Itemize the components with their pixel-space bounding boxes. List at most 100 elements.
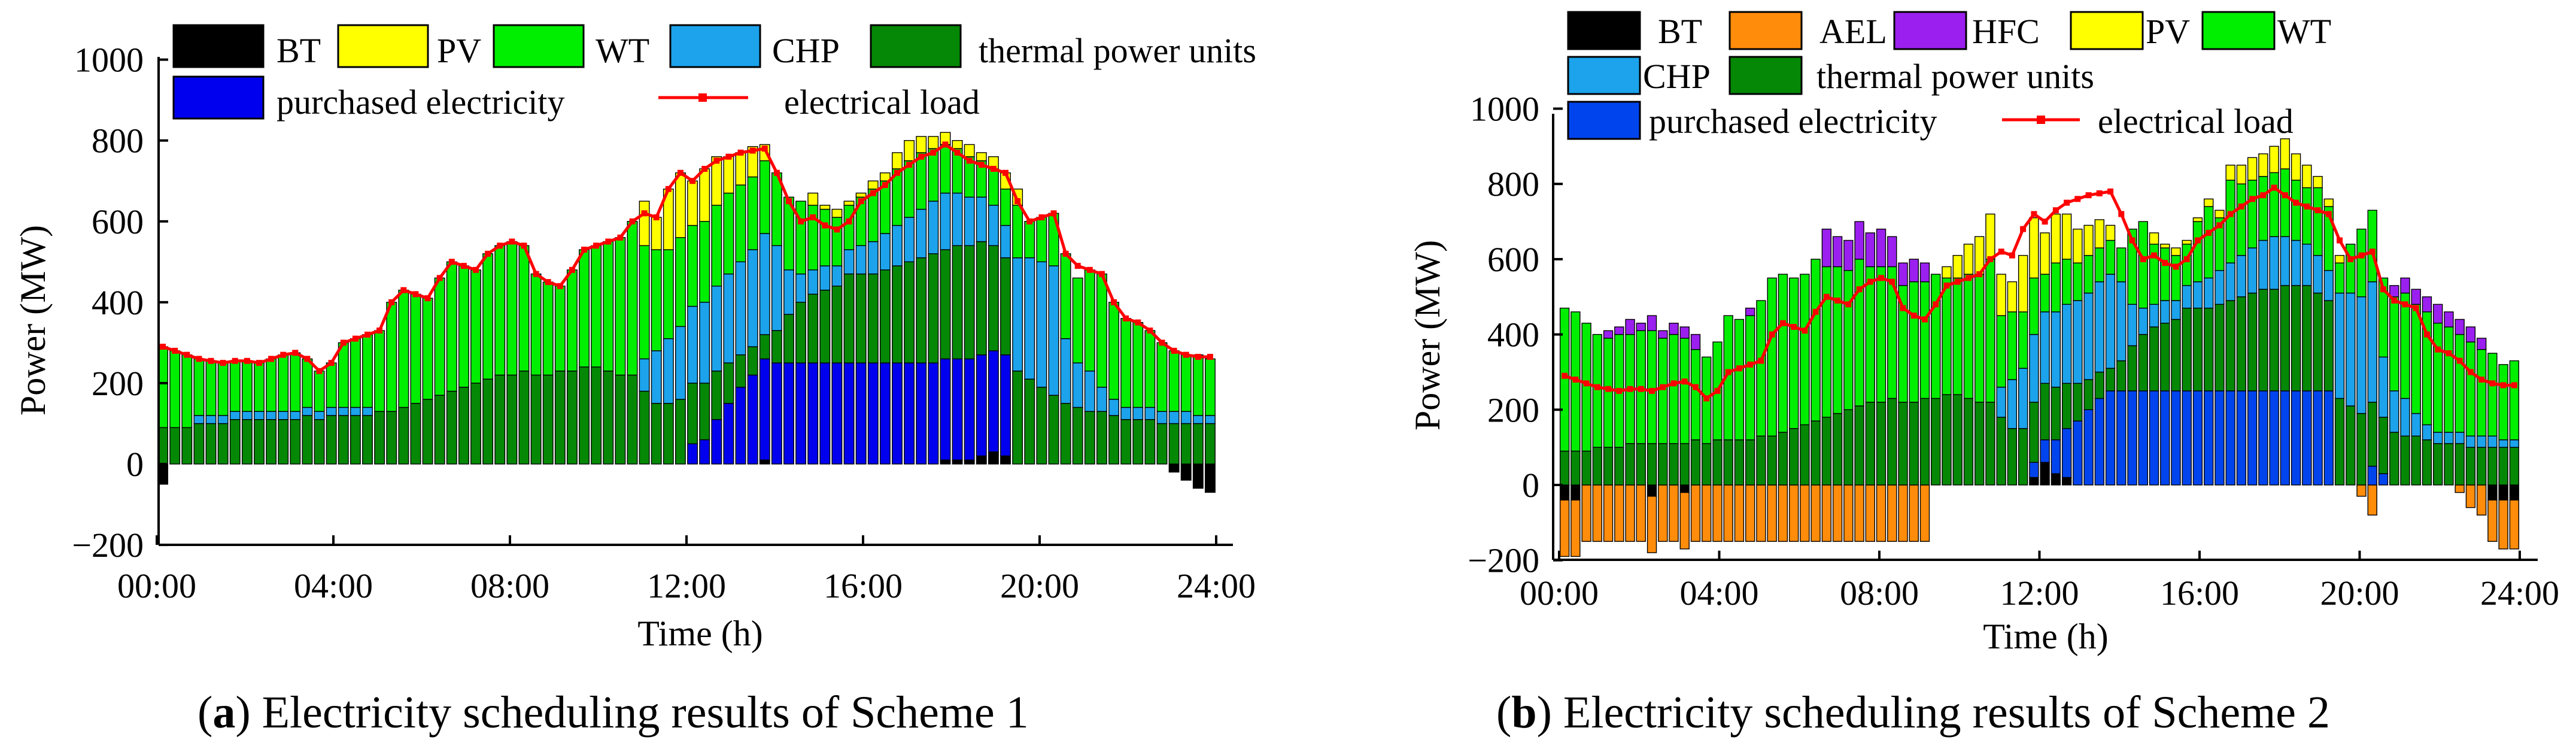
bar-wt — [2160, 247, 2170, 301]
bar-chp — [2356, 296, 2367, 414]
bar-wt — [2061, 259, 2072, 305]
bar-thermal-power-units — [1000, 257, 1011, 356]
chart-a-load-points — [160, 141, 1213, 374]
bar-bt — [2040, 462, 2050, 486]
legend-label: CHP — [1643, 57, 1711, 96]
bar-hfc — [2389, 285, 2399, 298]
legend-label: PV — [2146, 12, 2190, 51]
bar-bt — [2509, 484, 2520, 501]
legend-label: purchased electricity — [1649, 102, 1937, 141]
bar-thermal-power-units — [2334, 398, 2345, 486]
bar-purchased-electricity — [843, 362, 855, 465]
bar-thermal-power-units — [1909, 402, 1919, 486]
bar-wt — [2509, 360, 2520, 441]
bar-thermal-power-units — [1854, 405, 1864, 486]
bar-chp — [831, 265, 843, 287]
bar-ael — [1702, 484, 1712, 542]
bar-chp — [759, 233, 770, 335]
bar-wt — [603, 241, 614, 372]
bar-wt — [506, 241, 518, 376]
bar-wt — [2007, 311, 2018, 380]
bar-chp — [2411, 413, 2421, 437]
y-tick-label: 200 — [92, 364, 144, 403]
bar-thermal-power-units — [819, 289, 831, 363]
y-tick-label: 0 — [1522, 466, 1539, 505]
legend-label: purchased electricity — [277, 83, 564, 122]
caption-b-label: b — [1511, 687, 1536, 738]
bar-thermal-power-units — [494, 374, 506, 465]
bar-thermal-power-units — [482, 378, 494, 465]
bar-wt — [1120, 318, 1132, 408]
legend-item-pv: PV — [2070, 11, 2190, 51]
bar-purchased-electricity — [2138, 390, 2148, 486]
bar-wt — [2476, 349, 2487, 436]
y-tick-label: 400 — [1487, 316, 1539, 354]
bar-wt — [410, 293, 421, 404]
bar-thermal-power-units — [964, 245, 975, 360]
load-point — [1038, 214, 1045, 220]
bar-wt — [988, 168, 999, 206]
bar-wt — [2029, 277, 2039, 335]
bar-thermal-power-units — [2073, 383, 2083, 421]
load-point — [1074, 263, 1081, 269]
bar-thermal-power-units — [2378, 417, 2389, 474]
bar-thermal-power-units — [434, 395, 445, 465]
bar-chp — [2498, 439, 2508, 448]
bar-thermal-power-units — [807, 293, 819, 363]
x-tick-label: 20:00 — [1000, 566, 1079, 605]
load-point — [822, 222, 828, 229]
load-point — [2085, 192, 2092, 199]
bar-thermal-power-units — [229, 419, 241, 465]
bar-thermal-power-units — [193, 423, 205, 465]
bar-ael — [1865, 484, 1875, 542]
load-point — [846, 218, 852, 225]
bar-chp — [964, 196, 975, 246]
bar-chp — [1996, 386, 2006, 418]
bar-chp — [2400, 398, 2410, 437]
load-point — [1954, 278, 1961, 285]
bar-thermal-power-units — [723, 362, 734, 404]
bar-pv — [892, 152, 903, 169]
bar-hfc — [2455, 319, 2465, 335]
bar-chp — [843, 249, 855, 275]
bar-ael — [1756, 484, 1766, 542]
load-point — [2206, 229, 2212, 236]
bar-chp — [2444, 432, 2454, 444]
bar-pv — [2061, 213, 2072, 260]
bar-purchased-electricity — [2225, 390, 2235, 486]
bar-purchased-electricity — [2247, 390, 2258, 486]
bar-hfc — [1614, 326, 1624, 335]
bar-purchased-electricity — [699, 439, 710, 465]
bar-chp — [1120, 407, 1132, 420]
load-point — [978, 162, 985, 168]
bar-ael — [1734, 484, 1745, 542]
load-point — [1933, 301, 1939, 308]
load-point — [2304, 203, 2310, 210]
load-point — [1703, 395, 1710, 402]
bar-chp — [747, 249, 758, 347]
bar-bt — [2498, 484, 2508, 501]
bar-wt — [1132, 322, 1144, 408]
bar-wt — [326, 362, 337, 408]
load-point — [2162, 260, 2168, 266]
bar-thermal-power-units — [2116, 360, 2127, 392]
bar-chp — [1072, 362, 1083, 408]
bar-chp — [892, 225, 903, 266]
bar-pv — [2105, 225, 2116, 241]
bar-chp — [217, 415, 229, 424]
load-point — [521, 242, 527, 249]
bar-thermal-power-units — [1898, 402, 1908, 486]
load-point — [2391, 298, 2398, 304]
bar-chp — [795, 273, 807, 303]
load-point — [1747, 361, 1754, 368]
bar-thermal-power-units — [952, 245, 963, 360]
bar-pv — [2160, 244, 2170, 248]
bar-ael — [2367, 484, 2377, 515]
bar-thermal-power-units — [675, 399, 686, 465]
load-point — [268, 356, 275, 362]
bar-hfc — [2476, 338, 2487, 350]
bar-pv — [2302, 165, 2312, 189]
load-point — [352, 335, 359, 342]
bar-bt — [988, 451, 999, 465]
legend-item-wt: WT — [2201, 11, 2331, 51]
